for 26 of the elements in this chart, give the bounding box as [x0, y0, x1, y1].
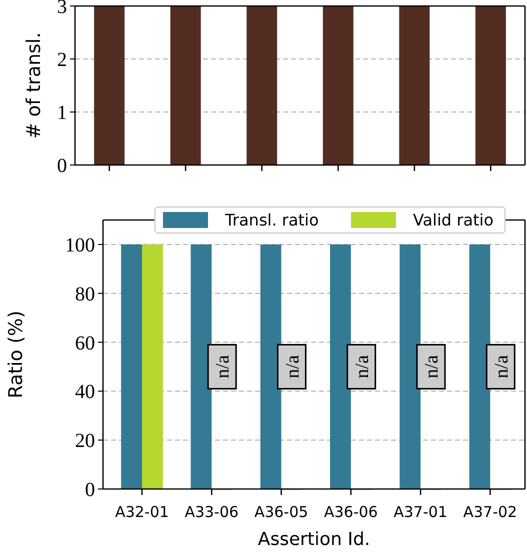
y-tick-label: 2 [57, 49, 67, 71]
annotation: n/a [491, 354, 512, 378]
y-tick-label: 60 [75, 332, 95, 354]
x-axis-title: Assertion Id. [258, 529, 370, 550]
x-tick-label: A33-06 [184, 503, 239, 521]
legend-label: Valid ratio [413, 210, 494, 230]
y-tick-label: 80 [75, 283, 95, 306]
x-tick-label: A37-02 [463, 503, 518, 521]
x-tick-label: A37-01 [394, 503, 448, 521]
annotation: n/a [282, 354, 304, 378]
x-tick-label: A32-01 [115, 503, 169, 521]
y-tick-label: 3 [57, 0, 67, 18]
x-tick-label: A36-05 [254, 503, 308, 521]
y-axis-title: # of transl. [23, 32, 45, 139]
y-axis-title: Ratio (%) [5, 310, 27, 398]
y-tick-label: 40 [75, 381, 95, 404]
y-tick-label: 1 [57, 102, 67, 124]
x-tick-label: A36-06 [324, 503, 378, 521]
y-tick-label: 100 [65, 234, 95, 256]
y-tick-label: 20 [75, 430, 95, 452]
legend-label: Transl. ratio [224, 210, 319, 230]
annotation: n/a [212, 354, 234, 378]
y-tick-label: 0 [57, 155, 67, 177]
y-tick-label: 0 [85, 479, 95, 501]
annotation: n/a [352, 354, 374, 378]
annotation: n/a [422, 354, 443, 378]
